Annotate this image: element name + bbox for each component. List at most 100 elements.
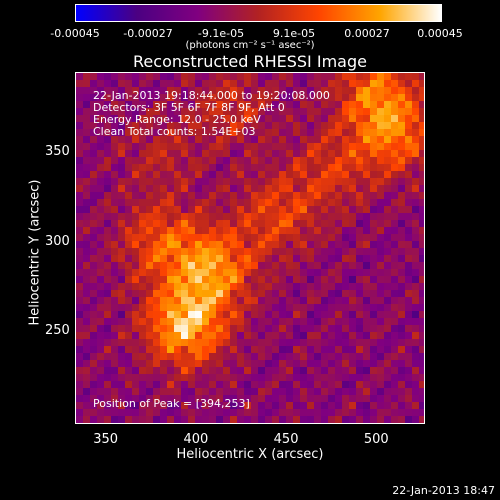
heatmap-cell: [342, 290, 350, 298]
heatmap-cell: [244, 311, 252, 319]
heatmap-cell: [237, 115, 245, 123]
heatmap-cell: [97, 101, 105, 109]
heatmap-cell: [181, 339, 189, 347]
heatmap-cell: [111, 192, 119, 200]
heatmap-cell: [419, 332, 424, 340]
heatmap-cell: [223, 297, 231, 305]
heatmap-cell: [209, 297, 217, 305]
heatmap-cell: [146, 206, 154, 214]
heatmap-cell: [216, 199, 224, 207]
heatmap-cell: [321, 311, 329, 319]
heatmap-cell: [195, 395, 203, 403]
heatmap-cell: [188, 255, 196, 263]
heatmap-cell: [412, 143, 420, 151]
heatmap-cell: [370, 199, 378, 207]
heatmap-cell: [139, 227, 147, 235]
heatmap-cell: [391, 318, 399, 326]
heatmap-cell: [90, 381, 98, 389]
heatmap-cell: [230, 283, 238, 291]
heatmap-cell: [160, 171, 168, 179]
heatmap-cell: [244, 80, 252, 88]
heatmap-cell: [223, 234, 231, 242]
heatmap-cell: [321, 80, 329, 88]
heatmap-cell: [223, 381, 231, 389]
heatmap-cell: [90, 346, 98, 354]
heatmap-cell: [195, 73, 203, 81]
heatmap-cell: [328, 87, 336, 95]
heatmap-cell: [237, 80, 245, 88]
heatmap-cell: [223, 269, 231, 277]
heatmap-cell: [377, 129, 385, 137]
heatmap-cell: [286, 94, 294, 102]
heatmap-cell: [398, 262, 406, 270]
heatmap-cell: [90, 255, 98, 263]
heatmap-cell: [76, 213, 84, 221]
heatmap-cell: [279, 241, 287, 249]
heatmap-cell: [251, 297, 259, 305]
heatmap-cell: [76, 248, 84, 256]
heatmap-cell: [356, 80, 364, 88]
heatmap-cell: [181, 297, 189, 305]
heatmap-cell: [419, 353, 424, 361]
heatmap-cell: [328, 388, 336, 396]
heatmap-cell: [237, 136, 245, 144]
heatmap-cell: [104, 304, 112, 312]
heatmap-cell: [335, 234, 343, 242]
heatmap-cell: [223, 248, 231, 256]
heatmap-cell: [272, 388, 280, 396]
heatmap-cell: [209, 157, 217, 165]
heatmap-cell: [90, 402, 98, 410]
heatmap-cell: [209, 409, 217, 417]
heatmap-cell: [181, 94, 189, 102]
heatmap-cell: [286, 283, 294, 291]
heatmap-cell: [125, 178, 133, 186]
heatmap-cell: [237, 199, 245, 207]
heatmap-cell: [167, 332, 175, 340]
heatmap-cell: [104, 171, 112, 179]
heatmap-cell: [279, 360, 287, 368]
heatmap-cell: [83, 402, 91, 410]
heatmap-cell: [314, 143, 322, 151]
heatmap-cell: [265, 311, 273, 319]
heatmap-cell: [118, 374, 126, 382]
heatmap-cell: [83, 108, 91, 116]
heatmap-cell: [335, 206, 343, 214]
heatmap-cell: [111, 346, 119, 354]
heatmap-cell: [412, 269, 420, 277]
heatmap-cell: [265, 80, 273, 88]
heatmap-cell: [321, 143, 329, 151]
heatmap-cell: [230, 199, 238, 207]
heatmap-cell: [97, 283, 105, 291]
heatmap-cell: [370, 360, 378, 368]
heatmap-cell: [391, 409, 399, 417]
heatmap-cell: [216, 318, 224, 326]
heatmap-cell: [398, 353, 406, 361]
heatmap-cell: [160, 213, 168, 221]
heatmap-cell: [104, 206, 112, 214]
heatmap-cell: [146, 220, 154, 228]
heatmap-cell: [321, 388, 329, 396]
heatmap-cell: [167, 73, 175, 81]
heatmap-cell: [230, 136, 238, 144]
heatmap-cell: [132, 374, 140, 382]
heatmap-cell: [174, 143, 182, 151]
heatmap-cell: [202, 192, 210, 200]
heatmap-cell: [202, 80, 210, 88]
heatmap-cell: [202, 297, 210, 305]
heatmap-cell: [132, 255, 140, 263]
heatmap-cell: [356, 136, 364, 144]
heatmap-cell: [328, 283, 336, 291]
heatmap-cell: [356, 115, 364, 123]
heatmap-cell: [97, 87, 105, 95]
heatmap-cell: [139, 388, 147, 396]
heatmap-cell: [153, 381, 161, 389]
heatmap-cell: [118, 185, 126, 193]
heatmap-cell: [251, 402, 259, 410]
heatmap-cell: [405, 269, 413, 277]
heatmap-cell: [230, 304, 238, 312]
heatmap-cell: [370, 94, 378, 102]
heatmap-cell: [251, 388, 259, 396]
heatmap-cell: [349, 136, 357, 144]
heatmap-cell: [412, 409, 420, 417]
heatmap-cell: [195, 360, 203, 368]
